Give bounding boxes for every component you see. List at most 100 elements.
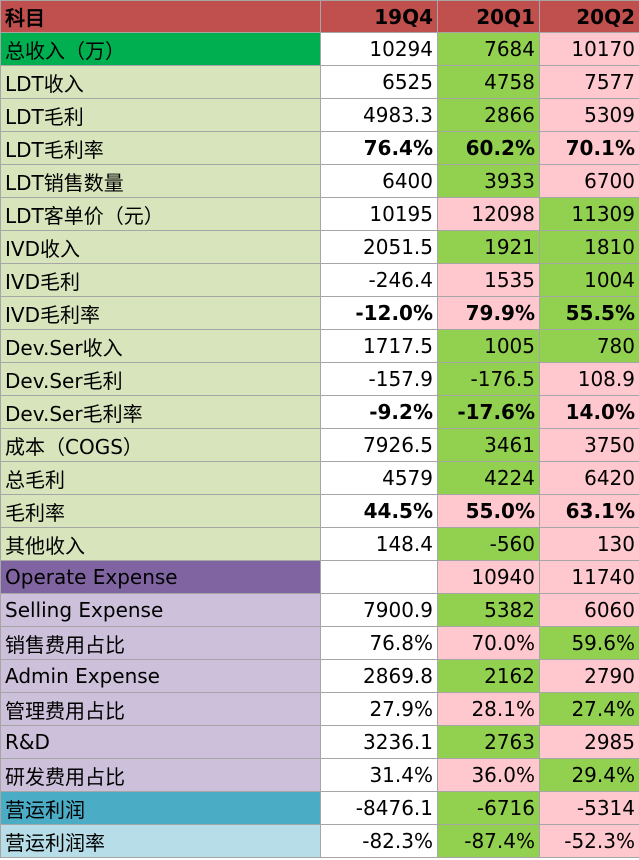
value-19q4-cell[interactable]: -82.3% <box>320 824 438 858</box>
value-20q2-cell[interactable]: 780 <box>539 329 639 363</box>
row-label-cell[interactable]: 毛利率 <box>0 494 321 528</box>
value-19q4-cell[interactable]: -8476.1 <box>320 791 438 825</box>
value-20q1-cell[interactable]: -17.6% <box>437 395 540 429</box>
row-label-cell[interactable]: 管理费用占比 <box>0 692 321 726</box>
value-20q2-cell[interactable]: 11309 <box>539 197 639 231</box>
value-19q4-cell[interactable]: 31.4% <box>320 758 438 792</box>
value-20q1-cell[interactable]: 1921 <box>437 230 540 264</box>
value-20q1-cell[interactable]: 79.9% <box>437 296 540 330</box>
value-20q2-cell[interactable]: 55.5% <box>539 296 639 330</box>
value-20q2-cell[interactable]: 6060 <box>539 593 639 627</box>
value-20q2-cell[interactable]: 7577 <box>539 65 639 99</box>
value-19q4-cell[interactable]: 2051.5 <box>320 230 438 264</box>
value-20q1-cell[interactable]: 60.2% <box>437 131 540 165</box>
row-label-cell[interactable]: Operate Expense <box>0 560 321 594</box>
value-20q1-cell[interactable]: 12098 <box>437 197 540 231</box>
value-19q4-cell[interactable]: 148.4 <box>320 527 438 561</box>
value-20q2-cell[interactable]: -5314 <box>539 791 639 825</box>
value-20q2-cell[interactable]: 63.1% <box>539 494 639 528</box>
value-19q4-cell[interactable]: -9.2% <box>320 395 438 429</box>
value-20q2-cell[interactable]: 6700 <box>539 164 639 198</box>
row-label-cell[interactable]: IVD收入 <box>0 230 321 264</box>
value-19q4-cell[interactable]: 10195 <box>320 197 438 231</box>
value-19q4-cell[interactable]: 10294 <box>320 32 438 66</box>
row-label-cell[interactable]: 总毛利 <box>0 461 321 495</box>
value-19q4-cell[interactable]: -246.4 <box>320 263 438 297</box>
value-19q4-cell[interactable]: -157.9 <box>320 362 438 396</box>
value-19q4-cell[interactable]: 7900.9 <box>320 593 438 627</box>
column-header-subject[interactable]: 科目 <box>0 0 321 33</box>
value-19q4-cell[interactable]: 7926.5 <box>320 428 438 462</box>
value-20q2-cell[interactable]: 1004 <box>539 263 639 297</box>
value-19q4-cell[interactable]: 1717.5 <box>320 329 438 363</box>
value-20q1-cell[interactable]: 1535 <box>437 263 540 297</box>
row-label-cell[interactable]: 成本（COGS） <box>0 428 321 462</box>
value-20q1-cell[interactable]: 7684 <box>437 32 540 66</box>
row-label-cell[interactable]: LDT销售数量 <box>0 164 321 198</box>
row-label-cell[interactable]: Selling Expense <box>0 593 321 627</box>
value-19q4-cell[interactable]: 2869.8 <box>320 659 438 693</box>
value-20q2-cell[interactable]: 2790 <box>539 659 639 693</box>
row-label-cell[interactable]: 总收入（万） <box>0 32 321 66</box>
value-20q2-cell[interactable]: 108.9 <box>539 362 639 396</box>
row-label-cell[interactable]: LDT毛利 <box>0 98 321 132</box>
row-label-cell[interactable]: Dev.Ser毛利率 <box>0 395 321 429</box>
value-20q1-cell[interactable]: 1005 <box>437 329 540 363</box>
value-20q2-cell[interactable]: 1810 <box>539 230 639 264</box>
value-20q1-cell[interactable]: 3461 <box>437 428 540 462</box>
row-label-cell[interactable]: Admin Expense <box>0 659 321 693</box>
row-label-cell[interactable]: Dev.Ser毛利 <box>0 362 321 396</box>
value-20q1-cell[interactable]: -560 <box>437 527 540 561</box>
value-19q4-cell[interactable]: 6525 <box>320 65 438 99</box>
row-label-cell[interactable]: 其他收入 <box>0 527 321 561</box>
value-19q4-cell[interactable]: 4579 <box>320 461 438 495</box>
value-19q4-cell[interactable]: 76.8% <box>320 626 438 660</box>
row-label-cell[interactable]: IVD毛利 <box>0 263 321 297</box>
value-20q2-cell[interactable]: 59.6% <box>539 626 639 660</box>
value-20q1-cell[interactable]: -87.4% <box>437 824 540 858</box>
value-19q4-cell[interactable]: 6400 <box>320 164 438 198</box>
row-label-cell[interactable]: LDT收入 <box>0 65 321 99</box>
value-19q4-cell[interactable]: 3236.1 <box>320 725 438 759</box>
value-20q1-cell[interactable]: 2162 <box>437 659 540 693</box>
value-20q2-cell[interactable]: 2985 <box>539 725 639 759</box>
value-20q2-cell[interactable]: 27.4% <box>539 692 639 726</box>
value-20q1-cell[interactable]: 3933 <box>437 164 540 198</box>
value-19q4-cell[interactable]: -12.0% <box>320 296 438 330</box>
value-20q1-cell[interactable]: 2763 <box>437 725 540 759</box>
value-19q4-cell[interactable]: 76.4% <box>320 131 438 165</box>
column-header-20q1[interactable]: 20Q1 <box>437 0 540 33</box>
value-20q1-cell[interactable]: 28.1% <box>437 692 540 726</box>
value-20q2-cell[interactable]: 29.4% <box>539 758 639 792</box>
value-20q1-cell[interactable]: 10940 <box>437 560 540 594</box>
value-20q2-cell[interactable]: 70.1% <box>539 131 639 165</box>
value-20q1-cell[interactable]: 4758 <box>437 65 540 99</box>
value-20q2-cell[interactable]: 130 <box>539 527 639 561</box>
value-19q4-cell[interactable] <box>320 560 438 594</box>
row-label-cell[interactable]: 研发费用占比 <box>0 758 321 792</box>
row-label-cell[interactable]: R&D <box>0 725 321 759</box>
row-label-cell[interactable]: LDT客单价（元） <box>0 197 321 231</box>
value-20q1-cell[interactable]: 70.0% <box>437 626 540 660</box>
value-20q1-cell[interactable]: 55.0% <box>437 494 540 528</box>
value-20q2-cell[interactable]: 14.0% <box>539 395 639 429</box>
row-label-cell[interactable]: IVD毛利率 <box>0 296 321 330</box>
row-label-cell[interactable]: Dev.Ser收入 <box>0 329 321 363</box>
value-19q4-cell[interactable]: 27.9% <box>320 692 438 726</box>
value-20q1-cell[interactable]: 36.0% <box>437 758 540 792</box>
value-20q2-cell[interactable]: 10170 <box>539 32 639 66</box>
value-20q2-cell[interactable]: 5309 <box>539 98 639 132</box>
row-label-cell[interactable]: 销售费用占比 <box>0 626 321 660</box>
value-19q4-cell[interactable]: 44.5% <box>320 494 438 528</box>
row-label-cell[interactable]: LDT毛利率 <box>0 131 321 165</box>
row-label-cell[interactable]: 营运利润率 <box>0 824 321 858</box>
value-20q1-cell[interactable]: -6716 <box>437 791 540 825</box>
row-label-cell[interactable]: 营运利润 <box>0 791 321 825</box>
value-19q4-cell[interactable]: 4983.3 <box>320 98 438 132</box>
value-20q2-cell[interactable]: -52.3% <box>539 824 639 858</box>
value-20q1-cell[interactable]: 4224 <box>437 461 540 495</box>
value-20q1-cell[interactable]: 2866 <box>437 98 540 132</box>
value-20q1-cell[interactable]: 5382 <box>437 593 540 627</box>
column-header-19q4[interactable]: 19Q4 <box>320 0 438 33</box>
value-20q1-cell[interactable]: -176.5 <box>437 362 540 396</box>
